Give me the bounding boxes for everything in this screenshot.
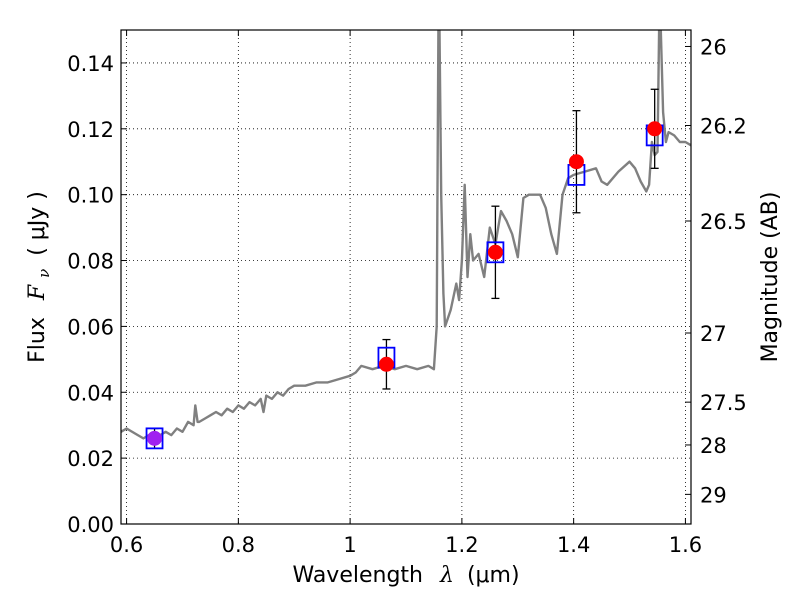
errorbar-layer	[150, 88, 659, 449]
observed-flux-point	[487, 244, 503, 260]
x-axis-label: Wavelength λ (μm)	[292, 563, 519, 588]
model-flux-square	[145, 427, 164, 450]
x-axis-label-symbol: λ	[439, 563, 454, 588]
y-axis-label-symbol: F	[25, 284, 50, 301]
observed-flux-point	[378, 356, 394, 372]
mag-tick-label: 28	[700, 434, 727, 458]
observed-flux-point	[147, 430, 163, 446]
x-tick-label: 0.6	[110, 533, 143, 557]
square-marker-layer	[145, 124, 664, 450]
observed-flux-point	[647, 121, 663, 137]
mag-tick-label: 26.5	[700, 210, 747, 234]
y-axis-label: Flux F ν ( μJy )	[25, 191, 55, 363]
gridlines	[121, 30, 691, 524]
y-tick-label: 0.08	[67, 250, 114, 274]
y-axis-label-units: ( μJy )	[25, 191, 50, 256]
x-tick-label: 1.4	[557, 533, 590, 557]
point-marker-layer	[147, 121, 663, 446]
x-axis-label-prefix: Wavelength	[292, 563, 423, 588]
mag-tick-label: 26.2	[700, 115, 747, 139]
y-tick-label: 0.04	[67, 381, 114, 405]
x-tick-label: 1	[343, 533, 356, 557]
spectrum-line	[121, 30, 691, 440]
y-tick-label: 0.00	[67, 513, 114, 537]
x-axis-label-units: (μm)	[467, 563, 520, 588]
mag-tick-label: 27	[700, 322, 727, 346]
mag-tick-label: 29	[700, 483, 727, 507]
x-tick-label: 1.2	[445, 533, 478, 557]
y-tick-label: 0.12	[67, 118, 114, 142]
model-flux-square	[486, 241, 505, 264]
observed-flux-point	[568, 154, 584, 170]
right-axis-label: Magnitude (AB)	[758, 192, 783, 363]
plot-frame	[120, 29, 692, 525]
mag-tick-label: 27.5	[700, 391, 747, 415]
x-tick-label: 0.8	[222, 533, 255, 557]
y-tick-label: 0.14	[67, 52, 114, 76]
mag-tick-label: 26	[700, 35, 727, 59]
spectrum-layer	[121, 30, 691, 440]
axis-ticks: 0.6 0.8 1 1.2 1.4 1.6 0.00 0.02 0.04 0.06 0.08 0.10…	[67, 30, 747, 557]
y-tick-label: 0.02	[67, 447, 114, 471]
y-axis-label-subscript: ν	[35, 269, 53, 278]
y-axis-label-prefix: Flux	[25, 317, 50, 363]
x-tick-label: 1.6	[669, 533, 702, 557]
y-tick-label: 0.10	[67, 184, 114, 208]
y-tick-label: 0.06	[67, 315, 114, 339]
